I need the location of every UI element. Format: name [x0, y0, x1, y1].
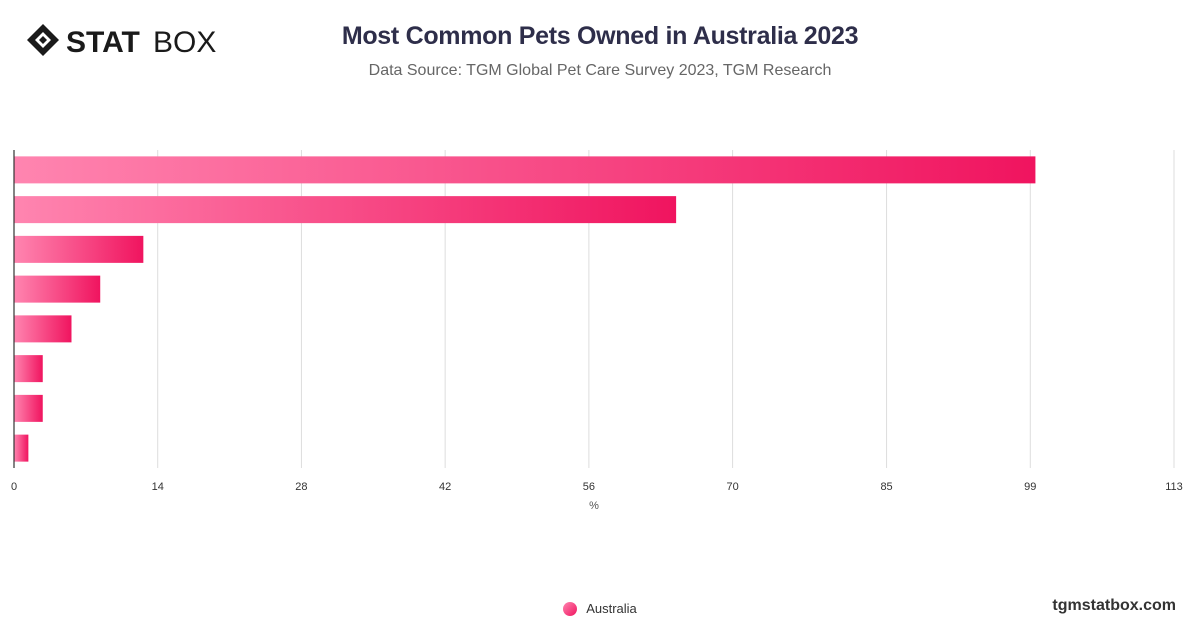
bars: [14, 156, 1036, 462]
bar[interactable]: [14, 394, 43, 422]
x-tick-label: 56: [583, 481, 595, 493]
x-tick-label: 99: [1024, 481, 1036, 493]
bar[interactable]: [14, 434, 29, 462]
x-tick-label: 113: [1165, 481, 1183, 493]
legend-swatch: [563, 602, 578, 616]
x-axis-label: %: [589, 500, 599, 512]
statbox-logo: STAT BOX: [27, 24, 216, 59]
x-tick-label: 42: [439, 481, 451, 493]
x-tick-label: 14: [152, 481, 164, 493]
bar[interactable]: [14, 235, 144, 263]
bar[interactable]: [14, 156, 1036, 184]
logo-text-light: BOX: [153, 26, 216, 59]
x-tick-label: 70: [726, 481, 738, 493]
diamond-logo-icon: [27, 24, 59, 56]
x-tick-label: 28: [295, 481, 307, 493]
legend-label: Australia: [586, 601, 637, 616]
chart-subtitle: Data Source: TGM Global Pet Care Survey …: [368, 62, 832, 79]
x-tick-labels: 0 14 28 42 56 70 85 99 113: [11, 481, 1183, 493]
logo-text-bold: STAT: [66, 26, 140, 59]
x-tick-label: 85: [880, 481, 892, 493]
bar[interactable]: [14, 196, 677, 224]
bar[interactable]: [14, 275, 101, 303]
chart-title: Most Common Pets Owned in Australia 2023: [341, 22, 859, 50]
legend[interactable]: Australia: [0, 601, 1200, 616]
site-watermark: tgmstatbox.com: [1052, 597, 1176, 614]
x-tick-label: 0: [11, 481, 17, 493]
bar[interactable]: [14, 355, 43, 383]
bar[interactable]: [14, 315, 72, 343]
gridlines: [157, 150, 1175, 468]
